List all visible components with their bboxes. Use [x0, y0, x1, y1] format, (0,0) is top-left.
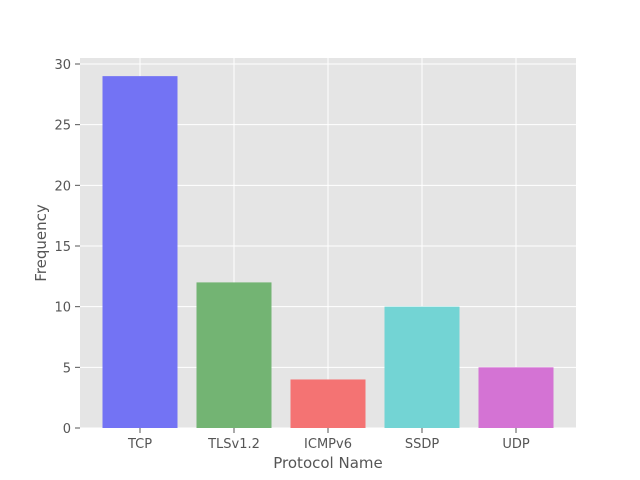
- bars: [102, 76, 554, 428]
- y-tick-label: 15: [54, 240, 71, 255]
- x-tick-label: TLSv1.2: [207, 437, 260, 452]
- bar-tcp: [102, 76, 178, 428]
- y-axis-ticks: 0 5 10 15 20 25 30: [54, 58, 80, 437]
- y-axis-title: Frequency: [32, 204, 50, 282]
- bar-udp: [478, 367, 554, 428]
- x-tick-label: UDP: [502, 437, 530, 452]
- bar-tlsv1-2: [196, 282, 272, 428]
- x-axis-title: Protocol Name: [273, 454, 382, 472]
- y-tick-label: 30: [54, 58, 71, 73]
- bar-icmpv6: [290, 379, 366, 428]
- x-axis-ticks: TCP TLSv1.2 ICMPv6 SSDP UDP: [127, 428, 530, 452]
- y-tick-label: 5: [63, 361, 71, 376]
- y-tick-label: 10: [54, 301, 71, 316]
- x-tick-label: ICMPv6: [304, 437, 352, 452]
- bar-ssdp: [384, 306, 460, 428]
- x-tick-label: SSDP: [405, 437, 440, 452]
- y-tick-label: 0: [63, 422, 71, 437]
- y-tick-label: 20: [54, 179, 71, 194]
- y-tick-label: 25: [54, 119, 71, 134]
- x-tick-label: TCP: [127, 437, 152, 452]
